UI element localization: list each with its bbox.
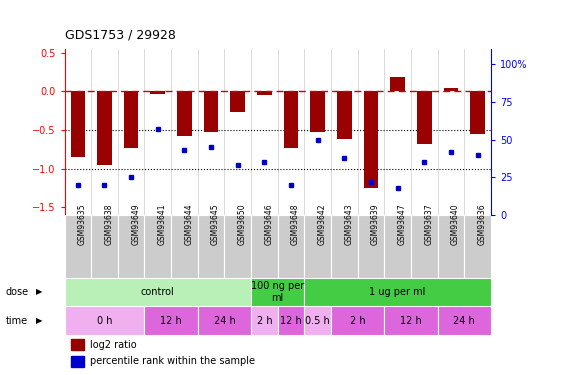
Bar xyxy=(65,306,144,335)
Text: 0.5 h: 0.5 h xyxy=(305,315,330,326)
Bar xyxy=(71,339,84,350)
Text: GSM93642: GSM93642 xyxy=(318,204,327,245)
Bar xyxy=(231,92,245,112)
Bar xyxy=(411,215,438,278)
Text: GSM93648: GSM93648 xyxy=(291,204,300,245)
Text: 12 h: 12 h xyxy=(280,315,302,326)
Text: control: control xyxy=(141,287,174,297)
Bar xyxy=(364,92,378,188)
Bar xyxy=(304,306,331,335)
Bar xyxy=(358,215,384,278)
Bar xyxy=(124,92,139,148)
Bar xyxy=(145,306,197,335)
Bar xyxy=(251,306,278,335)
Bar xyxy=(465,215,491,278)
Bar xyxy=(251,278,304,306)
Bar xyxy=(337,92,352,140)
Text: 12 h: 12 h xyxy=(160,315,182,326)
Text: ▶: ▶ xyxy=(36,287,43,296)
Text: 24 h: 24 h xyxy=(453,315,475,326)
Bar xyxy=(438,306,491,335)
Text: GSM93638: GSM93638 xyxy=(104,204,113,245)
Bar xyxy=(224,215,251,278)
Text: percentile rank within the sample: percentile rank within the sample xyxy=(90,356,255,366)
Text: time: time xyxy=(6,315,27,326)
Text: GDS1753 / 29928: GDS1753 / 29928 xyxy=(65,28,176,41)
Text: 1 ug per ml: 1 ug per ml xyxy=(370,287,426,297)
Bar xyxy=(204,92,218,132)
Text: GSM93641: GSM93641 xyxy=(158,204,167,245)
Bar xyxy=(304,278,491,306)
Text: log2 ratio: log2 ratio xyxy=(90,340,137,350)
Text: ▶: ▶ xyxy=(36,316,43,325)
Bar xyxy=(145,215,171,278)
Text: GSM93635: GSM93635 xyxy=(78,204,87,245)
Text: GSM93647: GSM93647 xyxy=(398,204,407,245)
Bar xyxy=(197,215,224,278)
Text: GSM93643: GSM93643 xyxy=(344,204,353,245)
Bar xyxy=(97,92,112,165)
Bar xyxy=(91,215,118,278)
Bar xyxy=(65,215,91,278)
Bar xyxy=(150,92,165,94)
Bar xyxy=(197,306,251,335)
Text: GSM93649: GSM93649 xyxy=(131,204,140,245)
Text: 2 h: 2 h xyxy=(350,315,365,326)
Bar xyxy=(438,215,465,278)
Text: dose: dose xyxy=(6,287,29,297)
Bar xyxy=(171,215,198,278)
Bar xyxy=(331,306,384,335)
Bar xyxy=(118,215,145,278)
Bar xyxy=(278,215,304,278)
Text: GSM93644: GSM93644 xyxy=(185,204,194,245)
Text: GSM93646: GSM93646 xyxy=(264,204,273,245)
Bar xyxy=(257,92,272,95)
Bar xyxy=(251,215,278,278)
Text: 0 h: 0 h xyxy=(96,315,112,326)
Bar xyxy=(444,88,458,92)
Bar xyxy=(310,92,325,132)
Bar xyxy=(384,306,438,335)
Text: GSM93639: GSM93639 xyxy=(371,204,380,245)
Bar xyxy=(177,92,192,136)
Bar xyxy=(417,92,431,144)
Bar xyxy=(331,215,358,278)
Bar xyxy=(384,215,411,278)
Bar xyxy=(278,306,304,335)
Text: 100 ng per
ml: 100 ng per ml xyxy=(251,281,304,303)
Text: GSM93640: GSM93640 xyxy=(451,204,460,245)
Bar xyxy=(470,92,485,134)
Text: 12 h: 12 h xyxy=(400,315,422,326)
Text: GSM93650: GSM93650 xyxy=(238,204,247,245)
Bar xyxy=(65,278,251,306)
Bar xyxy=(284,92,298,148)
Bar xyxy=(390,77,405,92)
Text: GSM93637: GSM93637 xyxy=(424,204,433,245)
Text: GSM93636: GSM93636 xyxy=(477,204,486,245)
Bar xyxy=(71,356,84,367)
Text: 2 h: 2 h xyxy=(256,315,272,326)
Bar xyxy=(304,215,331,278)
Text: GSM93645: GSM93645 xyxy=(211,204,220,245)
Bar xyxy=(71,92,85,157)
Text: 24 h: 24 h xyxy=(214,315,235,326)
